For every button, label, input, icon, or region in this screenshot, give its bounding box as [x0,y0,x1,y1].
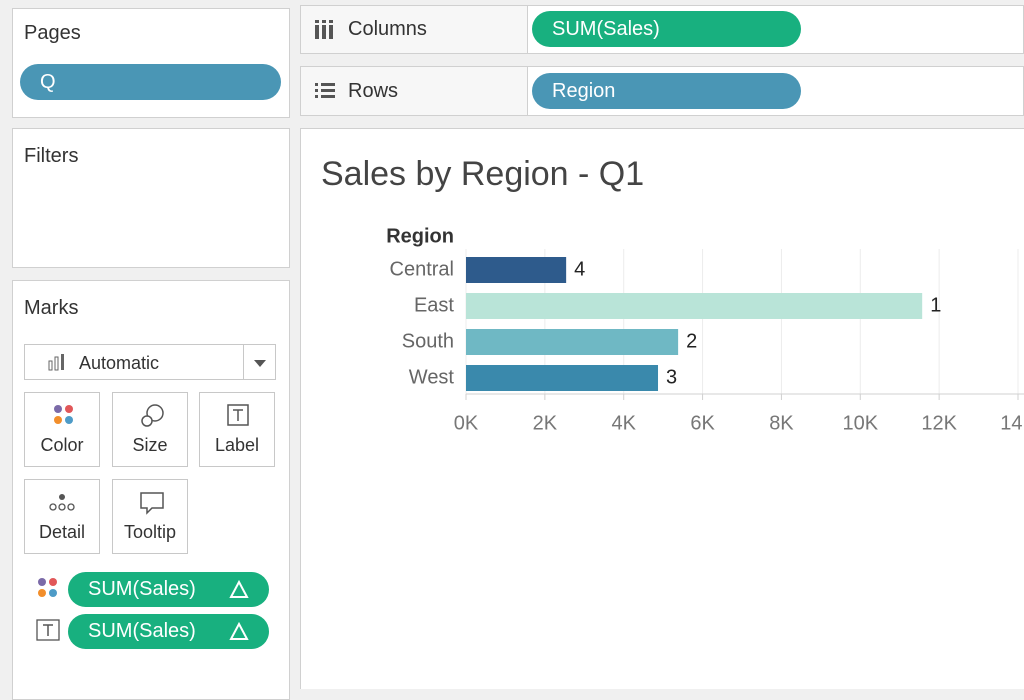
color-button[interactable]: Color [24,392,100,467]
mark-type: Automatic [79,353,160,373]
category-label: South [402,330,454,352]
detail-icon [49,494,75,511]
field-pill[interactable]: SUM(Sales) [68,572,269,607]
field-name: SUM(Sales) [88,620,196,642]
chart: Sales by Region - Q1 Region 0K 2K 4K 6K 8K 10… [321,155,1024,434]
detail-button[interactable]: Detail [24,479,100,554]
category-label: Central [390,258,454,280]
rank-label: 2 [686,330,697,352]
dropdown-arrow [254,360,266,367]
color-field-icon [38,578,57,597]
field-pill[interactable]: SUM(Sales) [68,614,269,649]
category-label: West [409,366,455,388]
bar [466,257,567,283]
button-label: Color [40,435,84,455]
rows-shelf: Rows Region [300,66,1024,116]
columns-icon [315,20,333,39]
x-tick-label: 0K [454,412,479,434]
mark-type-dropdown[interactable]: Automatic [24,344,276,380]
chart-title: Sales by Region - Q1 [321,155,644,193]
view-panel: Sales by Region - Q1 Region 0K 2K 4K 6K 8K 10… [300,128,1024,689]
x-tick-label: 8K [769,412,794,434]
label-field-icon [36,619,60,641]
button-label: Size [132,435,168,455]
pages-pill[interactable]: Q [20,64,281,100]
rows-icon [315,83,335,98]
card-title: Filters [24,145,79,167]
x-tick-label: 12K [921,412,957,434]
filters-card: Filters [12,128,290,268]
button-label: Detail [38,522,86,542]
rank-label: 3 [666,366,677,388]
label-icon [227,404,249,426]
x-tick-label: 6K [690,412,715,434]
size-button[interactable]: Size [112,392,188,467]
button-label: Tooltip [123,522,177,542]
field-name: SUM(Sales) [88,578,196,600]
x-tick-label: 2K [533,412,558,434]
card-title: Pages [24,22,81,44]
rank-label: 4 [574,258,585,280]
bar [466,365,659,391]
button-label: Label [214,435,260,455]
pages-card: Pages Q [12,8,290,118]
x-tick-label: 4K [611,412,636,434]
shelf-label: Columns [348,18,427,40]
columns-pill[interactable]: SUM(Sales) [532,11,801,47]
row-header: Region [386,225,454,247]
delta-icon [229,580,249,598]
shelf-label: Rows [348,80,399,102]
size-icon [141,404,164,427]
tooltip-icon [140,492,164,515]
color-icon [54,405,73,424]
bar-icon [48,354,64,371]
card-title: Marks [24,297,79,319]
bar [466,329,679,355]
rank-label: 1 [930,294,941,316]
delta-icon [229,622,249,640]
tooltip-button[interactable]: Tooltip [112,479,188,554]
category-label: East [414,294,454,316]
x-tick-label: 14K [1000,412,1024,434]
divider [243,345,244,379]
bar [466,293,923,319]
rows-pill[interactable]: Region [532,73,801,109]
label-button[interactable]: Label [199,392,275,467]
columns-shelf: Columns SUM(Sales) [300,5,1024,54]
x-tick-label: 10K [842,412,878,434]
